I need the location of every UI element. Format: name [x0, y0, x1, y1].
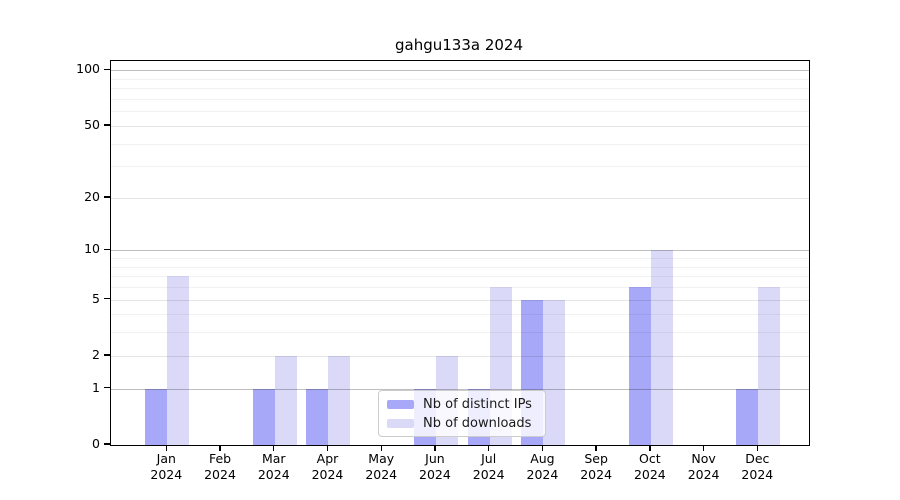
- x-axis-tick-label-jul: Jul 2024: [472, 451, 505, 482]
- y-axis-tick-label-0: 0: [92, 435, 100, 451]
- legend-item-distinct-ips: Nb of distinct IPs: [387, 397, 537, 412]
- x-axis-tick-label-may: May 2024: [365, 451, 398, 482]
- legend-label-distinct-ips: Nb of distinct IPs: [423, 396, 532, 412]
- x-axis-tick-label-apr: Apr 2024: [311, 451, 344, 482]
- y-axis-tick-label-100: 100: [76, 61, 100, 77]
- x-axis-tick-label-mar: Mar 2024: [257, 451, 290, 482]
- x-axis-tick-label-jan: Jan 2024: [150, 451, 183, 482]
- gridline-y-1: [111, 388, 809, 390]
- y-axis-tick-100: [104, 68, 110, 71]
- bar-downloads-jan: [167, 276, 190, 445]
- x-axis-tick-mar: [273, 445, 275, 451]
- y-axis-tick-2: [104, 354, 110, 356]
- x-axis-tick-label-feb: Feb 2024: [204, 451, 236, 482]
- legend-item-downloads: Nb of downloads: [387, 416, 537, 431]
- bar-downloads-aug: [543, 299, 566, 445]
- x-axis-tick-label-aug: Aug 2024: [526, 451, 559, 482]
- x-axis-tick-apr: [326, 445, 329, 451]
- x-axis-tick-label-jun: Jun 2024: [419, 451, 451, 482]
- gridline-y-60: [111, 111, 809, 113]
- y-axis-tick-label-50: 50: [84, 116, 100, 132]
- bar-downloads-oct: [650, 250, 673, 445]
- x-axis-tick-label-sep: Sep 2024: [580, 451, 613, 482]
- y-axis-tick-0: [104, 443, 110, 445]
- gridline-y-5: [111, 299, 809, 301]
- legend-swatch-distinct-ips-icon: [387, 399, 414, 409]
- bar-downloads-dec: [758, 287, 781, 445]
- bar-downloads-mar: [274, 355, 297, 445]
- y-axis-tick-label-20: 20: [84, 188, 100, 204]
- y-axis-tick-1: [104, 387, 110, 389]
- y-axis-tick-50: [104, 124, 110, 126]
- gridline-y-10: [111, 250, 809, 252]
- x-axis-tick-label-nov: Nov 2024: [687, 451, 720, 482]
- bar-distinct-ips-jan: [145, 388, 168, 445]
- bar-distinct-ips-apr: [306, 388, 329, 445]
- x-axis-tick-feb: [219, 445, 221, 451]
- x-axis-tick-jan: [165, 445, 167, 451]
- legend-label-downloads: Nb of downloads: [423, 415, 532, 431]
- bar-distinct-ips-dec: [736, 388, 759, 445]
- plot-area: [110, 60, 810, 446]
- gridline-y-8: [111, 266, 809, 268]
- x-axis-tick-nov: [702, 445, 705, 451]
- gridline-y-30: [111, 166, 809, 168]
- chart-title: gahgu133a 2024: [394, 36, 523, 54]
- y-axis-tick-label-2: 2: [92, 346, 100, 362]
- gridline-y-90: [111, 78, 809, 80]
- y-axis-tick-label-10: 10: [84, 241, 100, 257]
- y-axis-tick-label-5: 5: [92, 290, 100, 306]
- bar-distinct-ips-oct: [628, 287, 651, 445]
- gridline-y-50: [111, 125, 809, 127]
- gridline-y-9: [111, 258, 809, 260]
- x-axis-tick-label-dec: Dec 2024: [741, 451, 774, 482]
- legend-swatch-downloads-icon: [387, 418, 414, 428]
- x-axis-tick-jul: [487, 445, 490, 451]
- x-axis-tick-sep: [595, 445, 597, 451]
- y-axis-tick-label-1: 1: [92, 379, 100, 395]
- gridline-y-2: [111, 355, 809, 357]
- x-axis-tick-aug: [541, 445, 544, 451]
- x-axis-tick-dec: [756, 445, 759, 451]
- gridline-y-3: [111, 332, 809, 334]
- legend: Nb of distinct IPs Nb of downloads: [378, 390, 546, 437]
- gridline-y-40: [111, 143, 809, 145]
- x-axis-tick-may: [380, 445, 382, 451]
- y-axis-tick-20: [104, 196, 110, 198]
- gridline-y-4: [111, 314, 809, 316]
- x-axis-tick-jun: [434, 445, 436, 451]
- gridline-y-100: [111, 70, 809, 72]
- gridline-y-6: [111, 287, 809, 289]
- y-axis-tick-5: [104, 297, 110, 300]
- gridline-y-20: [111, 197, 809, 199]
- y-axis-tick-10: [104, 248, 110, 251]
- bar-downloads-apr: [328, 355, 351, 445]
- gridline-y-80: [111, 88, 809, 90]
- gridline-y-70: [111, 99, 809, 101]
- bar-distinct-ips-mar: [252, 388, 275, 445]
- gridline-y-7: [111, 276, 809, 278]
- x-axis-tick-oct: [649, 445, 651, 451]
- x-axis-tick-label-oct: Oct 2024: [633, 451, 666, 482]
